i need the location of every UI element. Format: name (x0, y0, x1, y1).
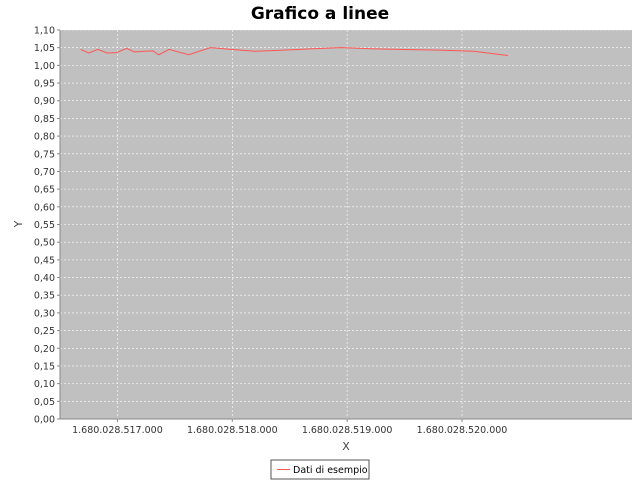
series-line (80, 47, 509, 56)
x-tick-label: 1.680.028.520.000 (417, 425, 508, 436)
y-tick-label: 1,05 (34, 43, 55, 54)
y-tick-label: 0,65 (34, 185, 55, 196)
y-tick-label: 0,45 (34, 255, 55, 266)
legend: Dati di esempio (270, 459, 370, 480)
x-tick-label: 1.680.028.518.000 (187, 425, 278, 436)
y-tick-label: 0,35 (34, 291, 55, 302)
y-axis: 0,00 0,05 0,10 0,15 0,20 0,25 0,30 0,35 0,40 0,45… (34, 26, 61, 426)
y-tick-label: 0,85 (34, 114, 55, 125)
x-axis-label: X (342, 440, 350, 453)
y-tick-label: 0,55 (34, 220, 55, 231)
x-tick-label: 1.680.028.519.000 (302, 425, 393, 436)
legend-label: Dati di esempio (293, 465, 368, 476)
y-tick-label: 0,75 (34, 149, 55, 160)
y-tick-label: 0,90 (34, 96, 55, 107)
y-tick-label: 0,50 (34, 238, 55, 249)
y-tick-label: 0,10 (34, 379, 55, 390)
y-tick-label: 0,70 (34, 167, 55, 178)
y-tick-label: 0,15 (34, 361, 55, 372)
y-tick-label: 0,60 (34, 202, 55, 213)
y-tick-label: 1,10 (34, 26, 55, 37)
x-tick-label: 1.680.028.517.000 (72, 425, 163, 436)
y-tick-label: 0,20 (34, 344, 55, 355)
y-tick-label: 0,80 (34, 132, 55, 143)
series-layer (80, 47, 509, 56)
y-axis-label: Y (12, 220, 25, 228)
y-tick-label: 1,00 (34, 61, 55, 72)
y-tick-label: 0,95 (34, 79, 55, 90)
chart-title: Grafico a linee (251, 4, 389, 24)
y-tick-label: 0,30 (34, 308, 55, 319)
y-tick-label: 0,40 (34, 273, 55, 284)
y-tick-label: 0,00 (34, 415, 55, 426)
legend-box (270, 459, 370, 480)
x-axis: 1.680.028.517.000 1.680.028.518.000 1.680.… (60, 418, 632, 436)
y-tick-label: 0,25 (34, 326, 55, 337)
y-tick-label: 0,05 (34, 397, 55, 408)
